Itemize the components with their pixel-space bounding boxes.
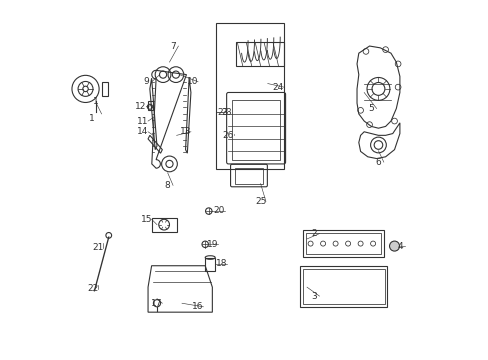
Bar bbox=[303, 230, 383, 257]
Text: 22: 22 bbox=[87, 284, 98, 293]
Bar bbox=[235, 42, 283, 66]
Text: 6: 6 bbox=[375, 158, 381, 167]
Text: 8: 8 bbox=[164, 181, 170, 190]
Bar bbox=[302, 269, 384, 304]
Text: 21: 21 bbox=[92, 243, 103, 252]
Bar bbox=[102, 82, 108, 96]
Text: 1: 1 bbox=[93, 97, 99, 106]
Text: 1: 1 bbox=[88, 114, 94, 123]
Text: 4: 4 bbox=[396, 242, 402, 251]
Bar bbox=[205, 257, 215, 271]
Text: 9: 9 bbox=[143, 77, 149, 86]
Text: 17: 17 bbox=[151, 299, 163, 308]
Bar bbox=[234, 168, 263, 184]
Text: 18: 18 bbox=[215, 260, 226, 269]
Bar bbox=[231, 100, 280, 160]
Text: 23: 23 bbox=[217, 108, 228, 117]
Text: 11: 11 bbox=[137, 117, 148, 126]
Bar bbox=[148, 102, 153, 111]
Text: 13: 13 bbox=[180, 127, 191, 136]
Text: 16: 16 bbox=[192, 302, 203, 311]
Text: 12: 12 bbox=[135, 102, 146, 111]
Text: 10: 10 bbox=[186, 77, 198, 86]
Text: 5: 5 bbox=[367, 104, 373, 113]
Bar bbox=[151, 217, 176, 232]
Text: 15: 15 bbox=[140, 215, 152, 224]
Text: 19: 19 bbox=[206, 240, 218, 249]
Text: 7: 7 bbox=[170, 41, 176, 50]
Text: 20: 20 bbox=[213, 206, 224, 215]
Circle shape bbox=[389, 241, 399, 251]
Bar bbox=[216, 23, 283, 169]
Bar bbox=[305, 233, 381, 254]
Text: 23: 23 bbox=[221, 108, 231, 117]
Text: 25: 25 bbox=[254, 197, 266, 206]
Text: 14: 14 bbox=[137, 127, 148, 136]
Text: 3: 3 bbox=[311, 292, 316, 301]
Text: 2: 2 bbox=[311, 229, 316, 238]
Bar bbox=[299, 266, 386, 307]
Text: 26: 26 bbox=[222, 131, 234, 140]
Text: 24: 24 bbox=[272, 83, 284, 92]
